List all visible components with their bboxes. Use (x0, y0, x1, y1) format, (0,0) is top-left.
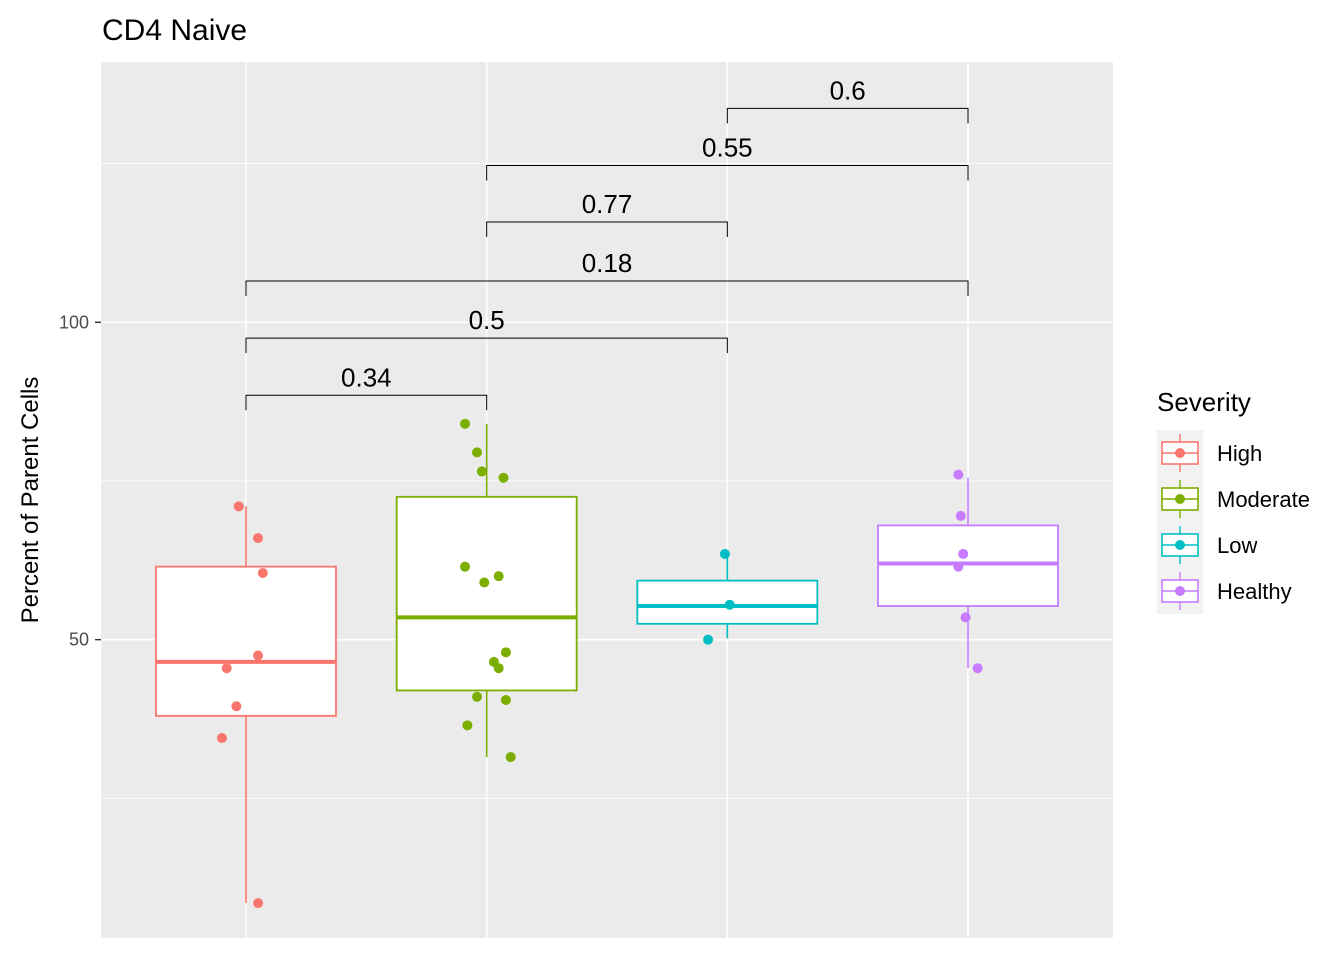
legend-key-point (1175, 494, 1185, 504)
point-low (719, 548, 730, 559)
box-iqr (395, 495, 578, 692)
legend-label-healthy: Healthy (1217, 579, 1292, 604)
p-value-label: 0.6 (830, 75, 866, 105)
bracket: 0.18 (245, 248, 969, 296)
point-healthy (960, 612, 971, 623)
box-iqr (877, 524, 1059, 607)
legend-key-healthy (1157, 568, 1203, 614)
point-healthy (972, 663, 983, 674)
legend-key-high (1157, 430, 1203, 476)
legend-label-low: Low (1217, 533, 1257, 558)
bracket-line (726, 107, 969, 124)
y-tick-label: 100 (59, 312, 89, 332)
point-moderate (460, 561, 471, 572)
point-moderate (493, 571, 504, 582)
p-value-label: 0.5 (469, 305, 505, 335)
point-high (253, 898, 264, 909)
bracket: 0.55 (486, 132, 969, 181)
point-moderate (460, 418, 471, 429)
legend: Severity High Moderate Low Healthy (1157, 387, 1310, 614)
point-moderate (500, 647, 511, 658)
bracket-line (245, 394, 488, 411)
legend-key-point (1175, 586, 1185, 596)
legend-label-high: High (1217, 441, 1262, 466)
boxplot-high (155, 506, 337, 904)
bracket: 0.34 (245, 362, 488, 411)
y-axis: 50 100 (59, 312, 101, 650)
legend-key-point (1175, 448, 1185, 458)
point-high (253, 533, 264, 544)
point-high (221, 663, 232, 674)
p-value-label: 0.55 (702, 132, 753, 162)
point-healthy (953, 469, 964, 480)
point-moderate (505, 752, 516, 763)
point-moderate (472, 691, 483, 702)
point-moderate (479, 577, 490, 588)
point-high (216, 733, 227, 744)
point-high (233, 501, 244, 512)
bracket: 0.77 (486, 189, 728, 237)
legend-label-moderate: Moderate (1217, 487, 1310, 512)
y-axis-label: Percent of Parent Cells (17, 377, 44, 624)
legend-title: Severity (1157, 387, 1251, 417)
bracket-line (245, 337, 728, 354)
point-low (703, 634, 714, 645)
legend-key-moderate (1157, 476, 1203, 522)
p-value-label: 0.77 (582, 189, 633, 219)
point-healthy (955, 510, 966, 521)
legend-key-point (1175, 540, 1185, 550)
boxplots (155, 423, 1059, 904)
data-points (216, 418, 983, 909)
plot-panel (101, 62, 1113, 938)
boxplot-moderate (395, 423, 578, 758)
bracket: 0.6 (726, 75, 969, 124)
bracket-line (486, 221, 728, 237)
boxplot-healthy (877, 477, 1059, 669)
point-healthy (958, 548, 969, 559)
point-moderate (476, 466, 487, 477)
point-moderate (462, 720, 473, 731)
point-moderate (493, 663, 504, 674)
bracket: 0.5 (245, 305, 728, 354)
point-moderate (498, 472, 509, 483)
point-low (724, 599, 735, 610)
chart-title: CD4 Naive (102, 14, 247, 47)
p-value-label: 0.34 (341, 362, 392, 392)
box-iqr (155, 565, 337, 717)
point-healthy (953, 561, 964, 572)
point-high (253, 650, 264, 661)
point-moderate (472, 447, 483, 458)
legend-key-low (1157, 522, 1203, 568)
y-tick-label: 50 (69, 630, 89, 650)
point-high (231, 701, 242, 712)
p-value-label: 0.18 (582, 248, 633, 278)
bracket-line (245, 280, 969, 296)
bracket-line (486, 164, 969, 181)
point-moderate (500, 694, 511, 705)
significance-brackets: 0.34 0.5 0.18 0.77 0.55 0.6 (245, 75, 969, 411)
point-high (257, 568, 268, 578)
